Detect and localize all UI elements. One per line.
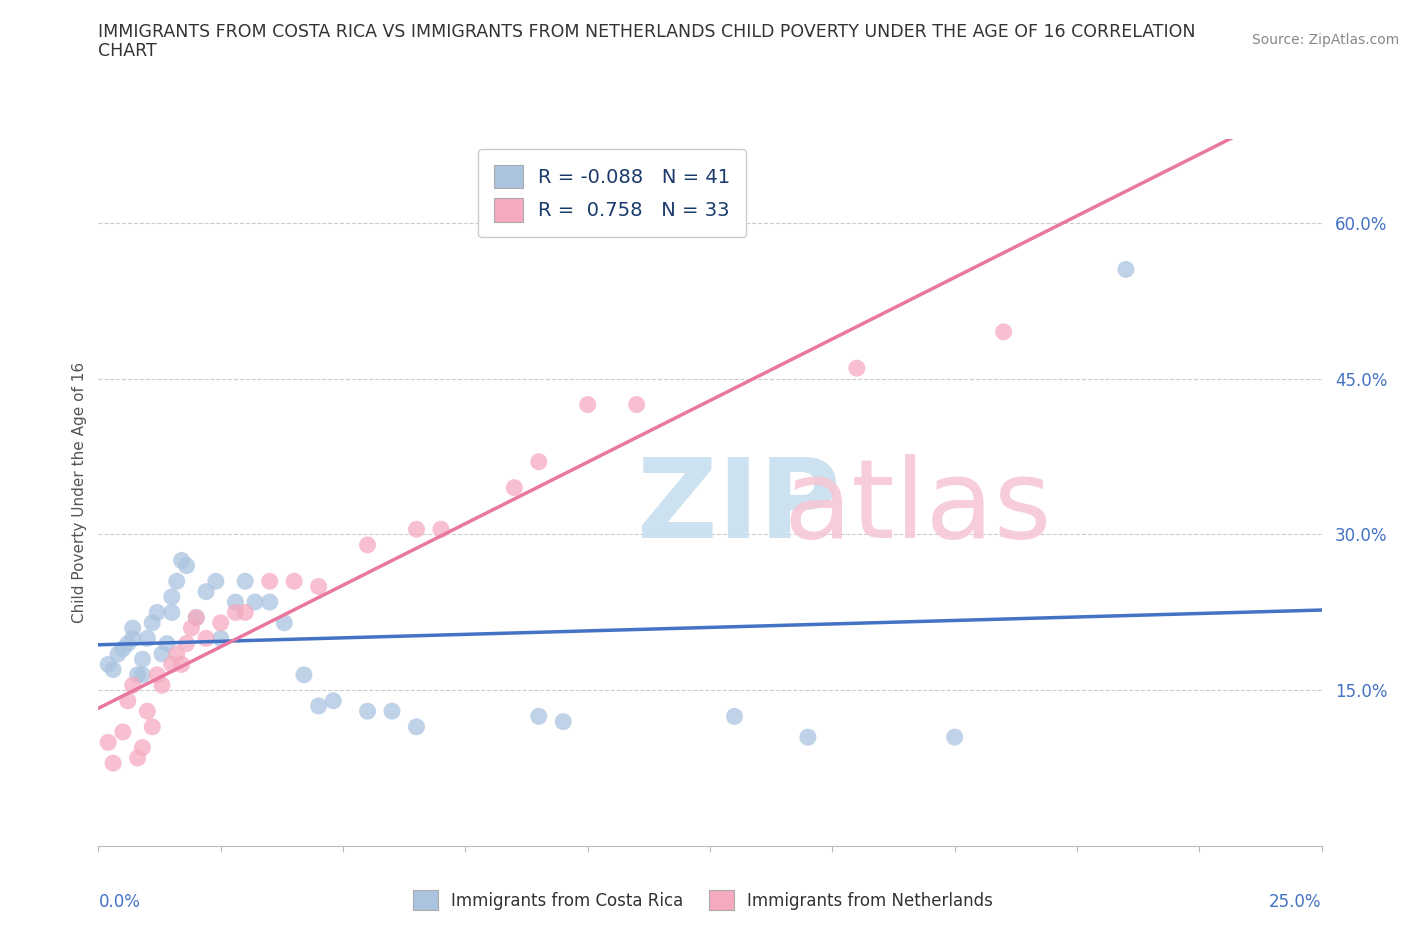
Point <box>576 397 599 412</box>
Point <box>186 610 208 625</box>
Point <box>146 668 169 683</box>
Point <box>117 694 139 709</box>
Point <box>308 698 330 713</box>
Point <box>121 620 143 635</box>
Point <box>283 574 305 589</box>
Point <box>101 662 124 677</box>
Text: 25.0%: 25.0% <box>1270 893 1322 911</box>
Point <box>176 636 198 651</box>
Point <box>146 605 169 620</box>
Point <box>273 616 295 631</box>
Legend: Immigrants from Costa Rica, Immigrants from Netherlands: Immigrants from Costa Rica, Immigrants f… <box>406 884 1000 917</box>
Point <box>131 740 153 755</box>
Point <box>97 735 120 750</box>
Point <box>381 704 404 719</box>
Point <box>136 631 159 645</box>
Text: ZIP: ZIP <box>637 454 839 561</box>
Point <box>405 522 427 537</box>
Point <box>111 642 134 657</box>
Point <box>626 397 648 412</box>
Point <box>141 616 163 631</box>
Text: 0.0%: 0.0% <box>98 893 141 911</box>
Point <box>176 558 198 573</box>
Legend: R = -0.088   N = 41, R =  0.758   N = 33: R = -0.088 N = 41, R = 0.758 N = 33 <box>478 149 747 237</box>
Point <box>553 714 575 729</box>
Point <box>166 574 188 589</box>
Point <box>111 724 134 739</box>
Point <box>233 574 256 589</box>
Text: CHART: CHART <box>98 42 157 60</box>
Point <box>322 694 344 709</box>
Point <box>308 579 330 594</box>
Point <box>121 631 143 645</box>
Point <box>233 605 256 620</box>
Point <box>209 631 232 645</box>
Point <box>160 590 183 604</box>
Y-axis label: Child Poverty Under the Age of 16: Child Poverty Under the Age of 16 <box>72 363 87 623</box>
Point <box>170 657 193 671</box>
Point <box>107 646 129 661</box>
Point <box>243 594 266 609</box>
Point <box>160 657 183 671</box>
Point <box>356 704 378 719</box>
Point <box>292 668 315 683</box>
Text: Source: ZipAtlas.com: Source: ZipAtlas.com <box>1251 33 1399 46</box>
Point <box>943 730 966 745</box>
Point <box>166 646 188 661</box>
Point <box>131 652 153 667</box>
Point <box>97 657 120 671</box>
Point <box>259 574 281 589</box>
Point <box>150 646 173 661</box>
Point <box>527 454 550 469</box>
Text: atlas: atlas <box>783 454 1052 561</box>
Point <box>160 605 183 620</box>
Point <box>180 620 202 635</box>
Point <box>259 594 281 609</box>
Point <box>845 361 868 376</box>
Point <box>405 719 427 734</box>
Point <box>156 636 179 651</box>
Point <box>195 584 218 599</box>
Point <box>141 719 163 734</box>
Point <box>127 751 149 765</box>
Point <box>993 325 1015 339</box>
Point <box>503 480 526 495</box>
Point <box>121 678 143 693</box>
Point <box>797 730 820 745</box>
Point <box>170 553 193 568</box>
Point <box>117 636 139 651</box>
Point <box>101 756 124 771</box>
Point <box>186 610 208 625</box>
Point <box>150 678 173 693</box>
Point <box>209 616 232 631</box>
Point <box>195 631 218 645</box>
Point <box>127 668 149 683</box>
Point <box>131 668 153 683</box>
Point <box>136 704 159 719</box>
Point <box>224 594 246 609</box>
Text: IMMIGRANTS FROM COSTA RICA VS IMMIGRANTS FROM NETHERLANDS CHILD POVERTY UNDER TH: IMMIGRANTS FROM COSTA RICA VS IMMIGRANTS… <box>98 23 1197 41</box>
Point <box>224 605 246 620</box>
Point <box>356 538 378 552</box>
Point <box>205 574 228 589</box>
Point <box>430 522 453 537</box>
Point <box>723 709 745 724</box>
Point <box>1115 262 1137 277</box>
Point <box>527 709 550 724</box>
